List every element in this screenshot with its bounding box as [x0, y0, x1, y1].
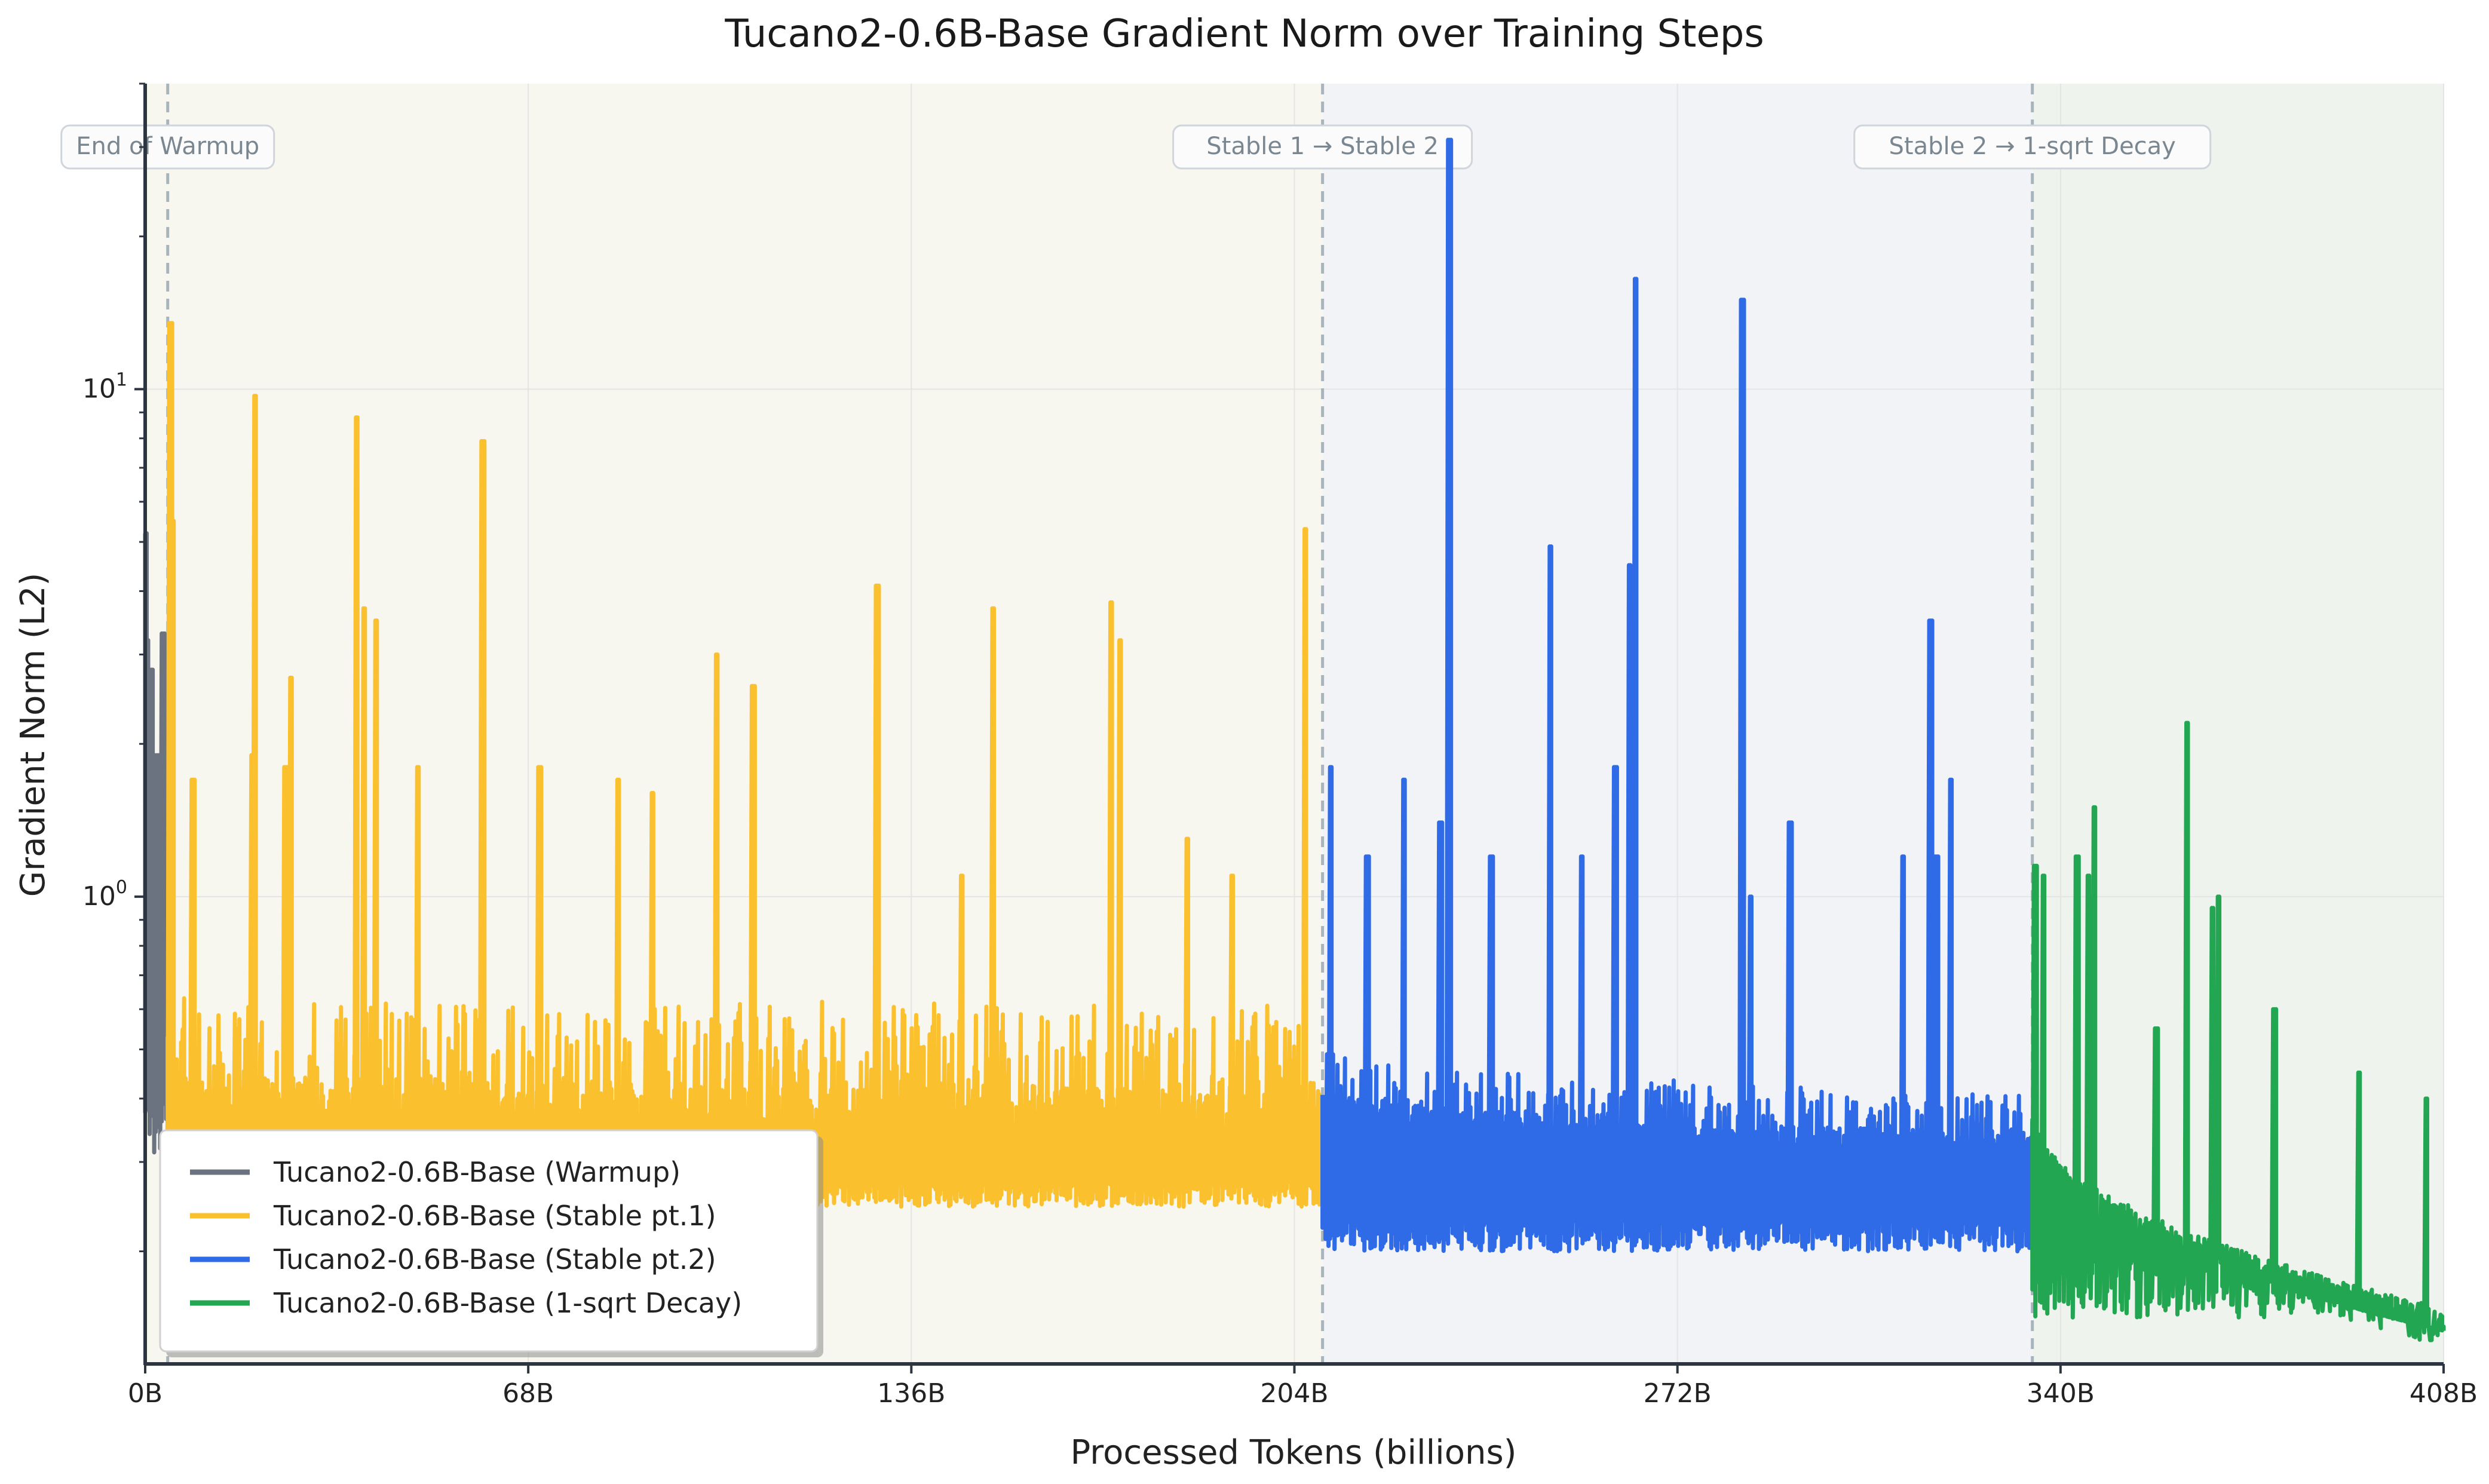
phase-marker-label: Stable 2 → 1-sqrt Decay [1889, 133, 2176, 160]
x-tick-label: 0B [128, 1378, 163, 1409]
y-tick-label: 100 [82, 877, 127, 912]
series-line [1320, 137, 2035, 1253]
legend-label: Tucano2-0.6B-Base (1-sqrt Decay) [273, 1287, 742, 1319]
x-tick-label: 68B [502, 1378, 554, 1409]
legend: Tucano2-0.6B-Base (Warmup) Tucano2-0.6B-B… [159, 1129, 823, 1357]
chart-title: Tucano2-0.6B-Base Gradient Norm over Tra… [724, 12, 1764, 56]
x-tick-label: 272B [1644, 1378, 1712, 1409]
legend-label: Tucano2-0.6B-Base (Warmup) [273, 1156, 681, 1188]
phase-marker-label: Stable 1 → Stable 2 [1206, 133, 1439, 160]
phase-marker-box [1172, 124, 1473, 170]
phase-marker-box [1853, 124, 2212, 170]
y-axis-label: Gradient Norm (L2) [14, 573, 53, 897]
x-tick-label: 204B [1260, 1378, 1328, 1409]
x-tick-label: 408B [2410, 1378, 2478, 1409]
series-line [2030, 720, 2446, 1342]
legend-label: Tucano2-0.6B-Base (Stable pt.1) [273, 1200, 716, 1232]
legend-box [159, 1129, 819, 1353]
x-tick-label: 340B [2027, 1378, 2095, 1409]
legend-label: Tucano2-0.6B-Base (Stable pt.2) [273, 1243, 716, 1275]
phase-marker-box [60, 124, 275, 170]
x-axis-label: Processed Tokens (billions) [1071, 1433, 1517, 1472]
y-tick-label: 101 [82, 369, 127, 404]
phase-marker-label: End of Warmup [76, 133, 259, 160]
series-line [143, 531, 170, 1155]
phase-region [2032, 84, 2444, 1364]
x-tick-label: 136B [877, 1378, 945, 1409]
